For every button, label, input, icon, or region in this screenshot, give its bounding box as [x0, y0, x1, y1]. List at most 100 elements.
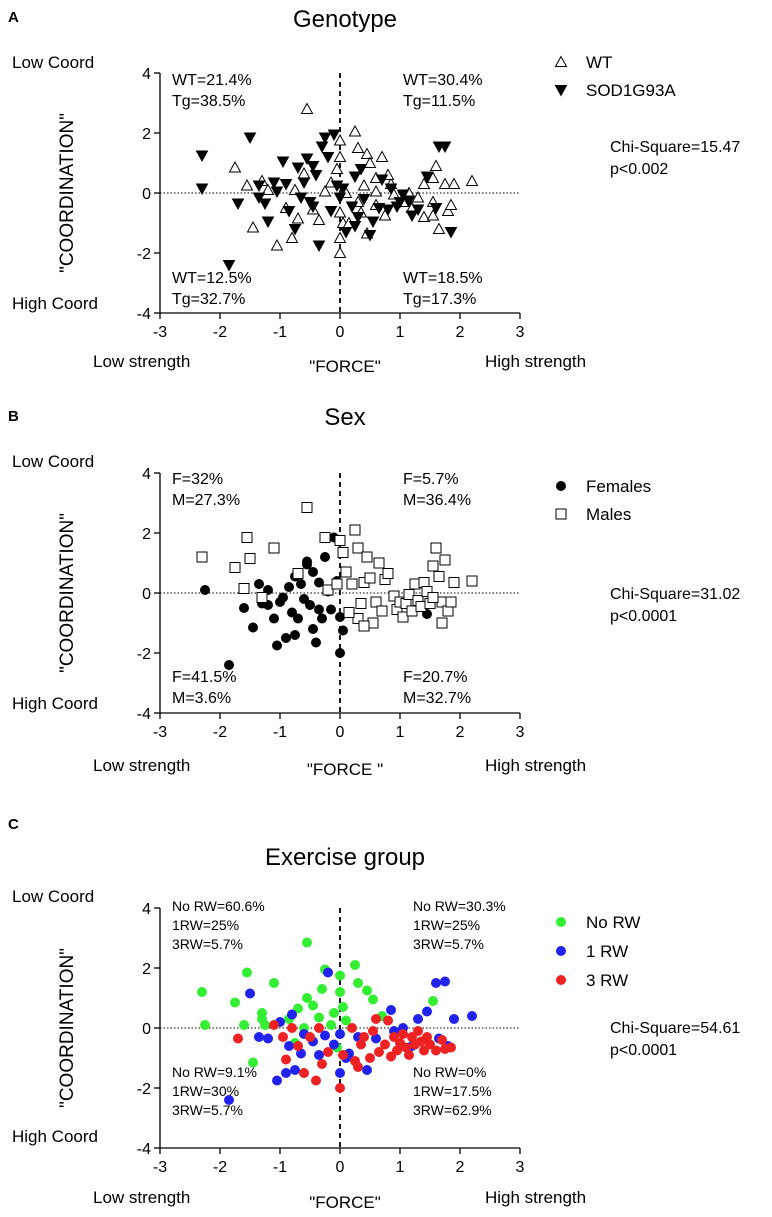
data-point-wt	[417, 210, 431, 222]
data-point-sod1g93a	[363, 230, 377, 242]
data-point-wt	[348, 124, 362, 137]
data-point-females	[269, 613, 279, 624]
y-tick-label: 0	[142, 586, 151, 603]
data-point-3-rw	[356, 1039, 366, 1050]
panel-exercise-group: C Exercise group Low Coord High Coord "C…	[0, 810, 772, 1215]
data-point-3-rw	[422, 1032, 432, 1042]
data-point-males	[343, 607, 355, 618]
data-point-wt	[288, 183, 302, 195]
data-point-sod1g93a	[258, 198, 272, 211]
legend-entry-label: 3 RW	[586, 971, 628, 990]
data-point-1-rw	[296, 1048, 306, 1059]
data-point-sod1g93a	[366, 216, 380, 229]
data-point-males	[340, 566, 352, 578]
data-point-females	[293, 613, 303, 624]
x-tick-label: 3	[516, 324, 525, 341]
quadrant-bottom-left-label: 1RW=30%	[172, 1083, 239, 1099]
data-point-females	[314, 604, 324, 615]
data-point-sod1g93a	[309, 170, 323, 182]
data-point-males	[292, 568, 304, 579]
data-point-females	[284, 582, 294, 592]
data-point-no-rw	[248, 1057, 258, 1068]
y-tick-label: -2	[137, 246, 151, 263]
quadrant-bottom-right-label: Tg=17.3%	[403, 291, 476, 308]
data-point-wt	[333, 133, 347, 146]
p-value-text: p<0.002	[610, 161, 668, 178]
data-point-males	[301, 502, 313, 513]
quadrant-top-left-label: 1RW=25%	[172, 917, 239, 933]
data-point-males	[376, 605, 388, 617]
x-tick-label: -2	[213, 324, 227, 341]
data-point-wt	[363, 156, 377, 168]
data-point-males	[433, 571, 445, 582]
data-point-sod1g93a	[411, 204, 425, 217]
data-point-sod1g93a	[381, 204, 395, 217]
data-point-wt	[333, 150, 347, 162]
quadrant-bottom-right-label: 1RW=17.5%	[413, 1083, 492, 1099]
quadrant-top-left-label: M=27.3%	[172, 492, 240, 509]
data-point-wt	[333, 246, 347, 258]
data-point-sod1g93a	[222, 260, 236, 272]
data-point-sod1g93a	[306, 161, 320, 173]
x-high-label: High strength	[485, 756, 586, 775]
legend-marker-sod1g93a	[554, 85, 568, 97]
y-top-label: Low Coord	[12, 887, 94, 906]
p-value-text: p<0.0001	[610, 608, 677, 625]
y-axis-label: "COORDINATION"	[57, 113, 78, 273]
exercise-scatter-svg: C Exercise group Low Coord High Coord "C…	[8, 816, 740, 1212]
data-point-3-rw	[314, 1023, 324, 1033]
quadrant-top-left-label: 3RW=5.7%	[172, 936, 243, 952]
chart-title: Exercise group	[265, 844, 425, 871]
quadrant-bottom-left-label: M=3.6%	[172, 690, 231, 707]
data-point-no-rw	[329, 1008, 339, 1018]
panel-sex: B Sex Low Coord High Coord "COORDINATION…	[0, 405, 772, 810]
quadrant-bottom-right-label: WT=18.5%	[403, 270, 483, 287]
data-point-3-rw	[392, 1045, 402, 1056]
data-point-males	[229, 562, 241, 573]
quadrant-top-right-label: M=36.4%	[403, 492, 471, 509]
data-point-sod1g93a	[252, 180, 266, 193]
x-axis-label: "FORCE"	[309, 357, 381, 376]
y-tick-label: 2	[142, 526, 151, 543]
sex-scatter-svg: B Sex Low Coord High Coord "COORDINATION…	[8, 405, 740, 779]
data-point-wt	[429, 159, 443, 171]
x-tick-label: -3	[153, 324, 167, 341]
data-point-males	[346, 578, 358, 590]
p-value-text: p<0.0001	[610, 1042, 677, 1059]
x-high-label: High strength	[485, 352, 586, 371]
data-point-sod1g93a	[348, 171, 362, 184]
data-point-females	[224, 660, 234, 670]
data-point-females	[317, 613, 327, 624]
data-point-males	[337, 547, 349, 558]
data-point-3-rw	[278, 1032, 288, 1042]
data-point-3-rw	[365, 1053, 375, 1063]
data-point-1-rw	[320, 1030, 330, 1041]
data-point-sod1g93a	[306, 201, 320, 214]
data-point-males	[319, 532, 331, 543]
data-point-1-rw	[449, 1014, 459, 1024]
data-point-sod1g93a	[429, 203, 443, 215]
legend-marker-females	[556, 481, 566, 491]
data-point-3-rw	[293, 1041, 303, 1051]
data-point-sod1g93a	[348, 221, 362, 233]
x-tick-label: 0	[336, 1159, 345, 1176]
quadrant-top-right-label: Tg=11.5%	[403, 93, 475, 110]
data-point-no-rw	[368, 994, 378, 1005]
x-tick-label: 1	[396, 324, 405, 341]
data-point-3-rw	[287, 1023, 297, 1033]
data-point-males	[466, 575, 478, 587]
x-tick-label: -1	[273, 324, 287, 341]
data-point-males	[445, 596, 457, 608]
data-point-males	[331, 578, 343, 590]
quadrant-top-right-label: WT=30.4%	[403, 72, 483, 89]
data-point-sod1g93a	[276, 156, 290, 169]
panel-genotype: A Genotype Low Coord High Coord "COORDIN…	[0, 0, 772, 405]
quadrant-top-right-label: 3RW=5.7%	[413, 936, 484, 952]
data-point-sod1g93a	[396, 189, 410, 202]
data-point-no-rw	[257, 1008, 267, 1018]
data-point-sod1g93a	[333, 192, 347, 205]
data-point-males	[238, 583, 250, 594]
data-point-wt	[270, 238, 284, 251]
data-point-no-rw	[428, 996, 438, 1006]
data-point-3-rw	[233, 1033, 243, 1044]
